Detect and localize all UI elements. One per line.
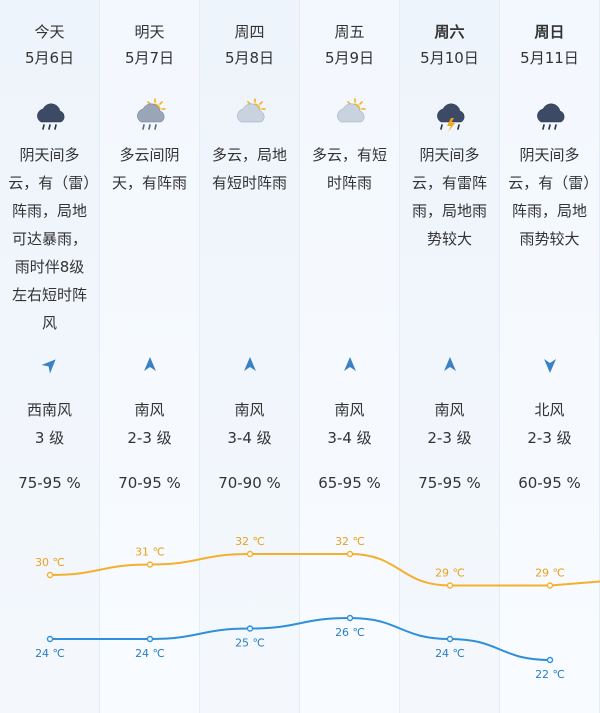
weather-description: 多云，有短时阵雨 xyxy=(311,146,387,192)
day-name: 周四 xyxy=(234,23,265,41)
wind-direction: 南风 xyxy=(334,401,365,419)
partly-cloudy-icon xyxy=(333,98,369,134)
wind-info: 南风 2-3 级 xyxy=(100,396,199,452)
thunder-rain-cloud-icon xyxy=(33,98,69,134)
wind-info: 南风 3-4 级 xyxy=(300,396,399,452)
day-name: 周日 xyxy=(534,23,565,41)
wind-direction: 北风 xyxy=(534,401,565,419)
day-name: 周六 xyxy=(434,23,465,41)
day-column: 周四 5月8日多云，局地有短时阵雨南风 3-4 级 70-90 % xyxy=(200,0,300,713)
humidity-range: 75-95 % xyxy=(18,474,81,492)
day-date: 5月10日 xyxy=(420,49,479,67)
wind-info: 南风 2-3 级 xyxy=(400,396,499,452)
day-column: 周六 5月10日阴天间多云，有雷阵雨，局地雨势较大南风 2-3 级 75-95 % xyxy=(400,0,500,713)
day-date: 5月9日 xyxy=(324,49,375,67)
thunderstorm-icon xyxy=(433,98,469,134)
wind-level: 3 级 xyxy=(34,429,65,447)
wind-direction: 南风 xyxy=(134,401,165,419)
day-date: 5月11日 xyxy=(520,49,579,67)
wind-direction: 南风 xyxy=(234,401,265,419)
day-column: 今天 5月6日阴天间多云，有（雷）阵雨，局地可达暴雨，雨时伴8级左右短时阵风西南风… xyxy=(0,0,100,713)
wind-direction-arrow-icon xyxy=(341,356,359,374)
wind-direction-arrow-icon xyxy=(441,356,459,374)
humidity-range: 70-90 % xyxy=(218,474,281,492)
wind-direction-arrow-icon xyxy=(241,356,259,374)
wind-direction: 南风 xyxy=(434,401,465,419)
day-date: 5月7日 xyxy=(124,49,175,67)
humidity-range: 65-95 % xyxy=(318,474,381,492)
humidity-range: 70-95 % xyxy=(118,474,181,492)
day-name: 周五 xyxy=(334,23,365,41)
day-date: 5月6日 xyxy=(24,49,75,67)
weather-description: 阴天间多云，有（雷）阵雨，局地可达暴雨，雨时伴8级左右短时阵风 xyxy=(8,146,91,332)
wind-direction-arrow-icon xyxy=(541,356,559,374)
wind-info: 西南风 3 级 xyxy=(0,396,99,452)
weather-description: 阴天间多云，有雷阵雨，局地雨势较大 xyxy=(411,146,487,248)
rain-cloud-icon xyxy=(533,98,569,134)
day-date: 5月8日 xyxy=(224,49,275,67)
day-column: 周五 5月9日多云，有短时阵雨南风 3-4 级 65-95 % xyxy=(300,0,400,713)
wind-direction: 西南风 xyxy=(26,401,72,419)
wind-info: 北风 2-3 级 xyxy=(500,396,599,452)
day-name: 今天 xyxy=(34,23,65,41)
day-name: 明天 xyxy=(134,23,165,41)
wind-level: 2-3 级 xyxy=(127,429,172,447)
wind-level: 3-4 级 xyxy=(227,429,272,447)
weather-description: 多云间阴天，有阵雨 xyxy=(111,146,187,192)
day-column: 明天 5月7日多云间阴天，有阵雨南风 2-3 级 70-95 % xyxy=(100,0,200,713)
humidity-range: 60-95 % xyxy=(518,474,581,492)
day-column: 周日 5月11日阴天间多云，有（雷）阵雨，局地雨势较大北风 2-3 级 60-95 % xyxy=(500,0,600,713)
wind-info: 南风 3-4 级 xyxy=(200,396,299,452)
weather-description: 多云，局地有短时阵雨 xyxy=(211,146,287,192)
weather-description: 阴天间多云，有（雷）阵雨，局地雨势较大 xyxy=(508,146,591,248)
wind-level: 2-3 级 xyxy=(527,429,572,447)
wind-level: 2-3 级 xyxy=(427,429,472,447)
humidity-range: 75-95 % xyxy=(418,474,481,492)
partly-cloudy-rain-icon xyxy=(133,98,169,134)
wind-direction-arrow-icon xyxy=(141,356,159,374)
wind-level: 3-4 级 xyxy=(327,429,372,447)
partly-cloudy-icon xyxy=(233,98,269,134)
wind-direction-arrow-icon xyxy=(41,356,59,374)
